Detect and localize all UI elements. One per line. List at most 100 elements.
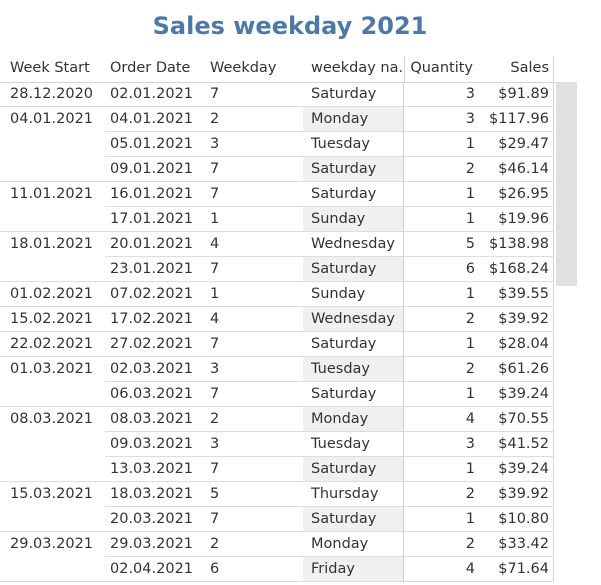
table-header: Week Start Order Date Weekday weekday na…	[0, 56, 577, 83]
cell-quantity: 4	[465, 411, 475, 427]
row-separator	[0, 306, 553, 307]
table-row[interactable]: 29.03.2021 29.03.2021 2 Monday 2 $33.42	[0, 532, 553, 557]
cell-weekday: 1	[210, 211, 220, 227]
table-row[interactable]: 17.01.2021 1 Sunday 1 $19.96	[0, 207, 553, 232]
cell-weekday: 2	[210, 536, 220, 552]
cell-weekday: 3	[210, 136, 220, 152]
cell-order-date: 02.03.2021	[110, 361, 194, 377]
cell-weekday-name: Saturday	[303, 457, 404, 482]
cell-quantity: 1	[465, 286, 475, 302]
header-divider	[404, 56, 405, 82]
cell-quantity: 1	[465, 461, 475, 477]
cell-weekday-name: Tuesday	[303, 357, 404, 382]
cell-order-date: 27.02.2021	[110, 336, 194, 352]
row-separator	[105, 131, 553, 132]
cell-weekday: 4	[210, 311, 220, 327]
cell-order-date: 04.01.2021	[110, 111, 194, 127]
table-right-border	[553, 82, 554, 582]
table-row[interactable]: 01.03.2021 02.03.2021 3 Tuesday 2 $61.26	[0, 357, 553, 382]
cell-quantity: 3	[465, 111, 475, 127]
cell-weekday-name: Monday	[303, 407, 404, 432]
cell-sales: $19.96	[498, 211, 549, 227]
cell-weekday: 5	[210, 486, 220, 502]
cell-quantity: 2	[465, 311, 475, 327]
table-row[interactable]: 15.02.2021 17.02.2021 4 Wednesday 2 $39.92	[0, 307, 553, 332]
cell-quantity: 2	[465, 536, 475, 552]
cell-quantity: 2	[465, 161, 475, 177]
cell-weekday: 7	[210, 161, 220, 177]
table-row[interactable]: 23.01.2021 7 Saturday 6 $168.24	[0, 257, 553, 282]
cell-sales: $91.89	[498, 86, 549, 102]
row-separator	[105, 456, 553, 457]
cell-order-date: 06.03.2021	[110, 386, 194, 402]
cell-weekday: 1	[210, 286, 220, 302]
cell-order-date: 07.02.2021	[110, 286, 194, 302]
cell-weekday: 7	[210, 336, 220, 352]
header-quantity[interactable]: Quantity	[410, 60, 473, 76]
table-row[interactable]: 04.01.2021 04.01.2021 2 Monday 3 $117.96	[0, 107, 553, 132]
cell-weekday-name: Saturday	[303, 82, 404, 107]
header-order-date[interactable]: Order Date	[110, 60, 191, 76]
cell-sales: $138.98	[489, 236, 549, 252]
cell-week-start: 01.02.2021	[10, 286, 94, 302]
cell-weekday-name: Tuesday	[303, 432, 404, 457]
table-row[interactable]: 08.03.2021 08.03.2021 2 Monday 4 $70.55	[0, 407, 553, 432]
table-row[interactable]: 28.12.2020 02.01.2021 7 Saturday 3 $91.89	[0, 82, 553, 107]
table-row[interactable]: 01.02.2021 07.02.2021 1 Sunday 1 $39.55	[0, 282, 553, 307]
cell-week-start	[10, 132, 105, 157]
cell-sales: $39.92	[498, 311, 549, 327]
cell-weekday: 7	[210, 511, 220, 527]
cell-quantity: 3	[465, 436, 475, 452]
table-row[interactable]: 20.03.2021 7 Saturday 1 $10.80	[0, 507, 553, 532]
cell-weekday-name: Thursday	[303, 482, 404, 507]
cell-order-date: 02.04.2021	[110, 561, 194, 577]
table-row[interactable]: 02.04.2021 6 Friday 4 $71.64	[0, 557, 553, 582]
cell-quantity: 1	[465, 186, 475, 202]
cell-sales: $71.64	[498, 561, 549, 577]
cell-week-start: 04.01.2021	[10, 111, 94, 127]
header-sales[interactable]: Sales	[510, 60, 549, 76]
table-row[interactable]: 18.01.2021 20.01.2021 4 Wednesday 5 $138.98	[0, 232, 553, 257]
cell-week-start: 01.03.2021	[10, 361, 94, 377]
cell-quantity: 1	[465, 386, 475, 402]
row-separator	[0, 531, 553, 532]
cell-weekday-name: Saturday	[303, 182, 404, 207]
cell-weekday: 2	[210, 411, 220, 427]
row-separator	[105, 156, 553, 157]
row-separator	[0, 231, 553, 232]
cell-sales: $10.80	[498, 511, 549, 527]
table-row[interactable]: 13.03.2021 7 Saturday 1 $39.24	[0, 457, 553, 482]
cell-sales: $28.04	[498, 336, 549, 352]
table-row[interactable]: 09.03.2021 3 Tuesday 3 $41.52	[0, 432, 553, 457]
vertical-scrollbar[interactable]	[556, 82, 577, 582]
table-row[interactable]: 05.01.2021 3 Tuesday 1 $29.47	[0, 132, 553, 157]
header-weekday-name[interactable]: weekday na..	[311, 60, 403, 76]
header-divider	[553, 56, 554, 82]
table-row[interactable]: 22.02.2021 27.02.2021 7 Saturday 1 $28.04	[0, 332, 553, 357]
table-row[interactable]: 15.03.2021 18.03.2021 5 Thursday 2 $39.92	[0, 482, 553, 507]
table-row[interactable]: 09.01.2021 7 Saturday 2 $46.14	[0, 157, 553, 182]
cell-weekday-name: Saturday	[303, 157, 404, 182]
cell-weekday-name: Saturday	[303, 332, 404, 357]
cell-weekday-name: Friday	[303, 557, 404, 582]
cell-week-start: 18.01.2021	[10, 236, 94, 252]
header-weekday[interactable]: Weekday	[210, 60, 277, 76]
cell-sales: $39.24	[498, 461, 549, 477]
header-week-start[interactable]: Week Start	[10, 60, 90, 76]
row-separator	[0, 331, 553, 332]
cell-weekday-name: Sunday	[303, 282, 404, 307]
cell-order-date: 20.03.2021	[110, 511, 194, 527]
cell-week-start	[10, 382, 105, 407]
table-row[interactable]: 06.03.2021 7 Saturday 1 $39.24	[0, 382, 553, 407]
cell-week-start	[10, 207, 105, 232]
table-row[interactable]: 11.01.2021 16.01.2021 7 Saturday 1 $26.95	[0, 182, 553, 207]
scrollbar-thumb[interactable]	[556, 82, 577, 286]
cell-sales: $46.14	[498, 161, 549, 177]
cell-weekday-name: Wednesday	[303, 307, 404, 332]
cell-quantity: 6	[465, 261, 475, 277]
cell-order-date: 23.01.2021	[110, 261, 194, 277]
cell-sales: $39.55	[498, 286, 549, 302]
cell-sales: $26.95	[498, 186, 549, 202]
cell-order-date: 02.01.2021	[110, 86, 194, 102]
cell-week-start: 29.03.2021	[10, 536, 94, 552]
